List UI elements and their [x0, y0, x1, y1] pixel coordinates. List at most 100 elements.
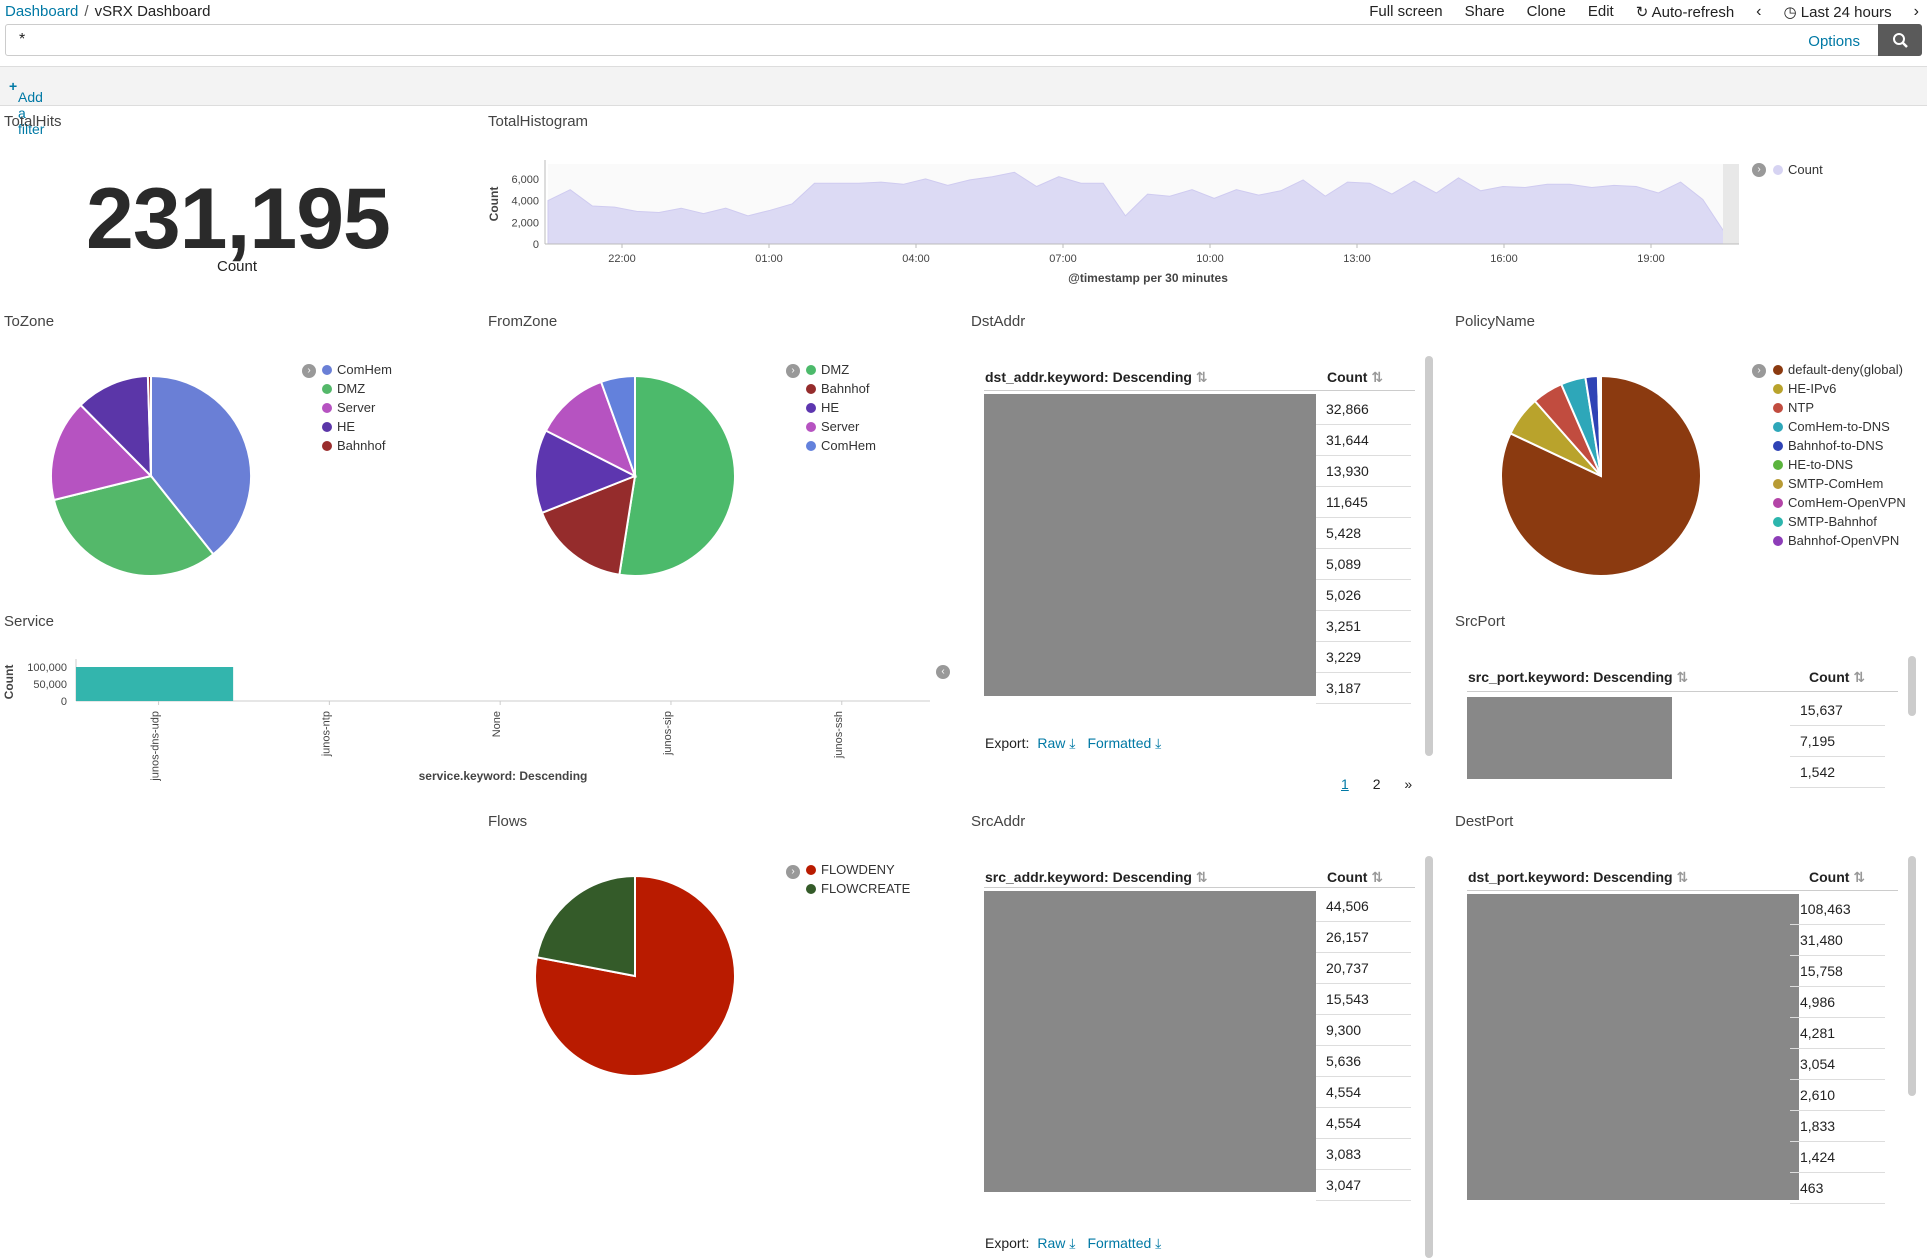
- export-formatted-link[interactable]: Formatted ⤓: [1087, 1235, 1161, 1251]
- legend-swatch: [1773, 402, 1783, 413]
- legend-label: HE: [821, 400, 840, 415]
- share-button[interactable]: Share: [1464, 3, 1505, 20]
- legend-item[interactable]: ComHem: [322, 360, 392, 379]
- raw-label: Raw: [1037, 1235, 1066, 1251]
- page-2-link[interactable]: 2: [1372, 776, 1381, 792]
- clone-button[interactable]: Clone: [1526, 3, 1566, 20]
- legend-item[interactable]: Bahnhof: [322, 436, 392, 455]
- sort-icon: ⇅: [1371, 869, 1384, 885]
- timepicker-button[interactable]: ◷ Last 24 hours: [1784, 3, 1892, 21]
- legend-swatch: [1773, 383, 1783, 394]
- legend-label: DMZ: [821, 362, 850, 377]
- scrollbar[interactable]: [1908, 856, 1916, 1096]
- table-cell-count: 3,229: [1316, 642, 1411, 673]
- autorefresh-button[interactable]: ↻ Auto-refresh: [1636, 3, 1734, 21]
- search-input[interactable]: * Options: [5, 24, 1922, 56]
- x-tick-label: 01:00: [755, 253, 783, 265]
- search-button[interactable]: [1878, 24, 1922, 56]
- legend-item[interactable]: DMZ: [806, 360, 876, 379]
- scrollbar[interactable]: [1908, 656, 1916, 716]
- count-col-header[interactable]: Count ⇅: [1327, 869, 1383, 886]
- policyname-title: PolicyName: [1455, 313, 1536, 330]
- time-prev-icon[interactable]: ‹: [1756, 3, 1762, 20]
- scrollbar[interactable]: [1425, 356, 1433, 756]
- totalhits-value: 231,195: [86, 171, 391, 267]
- srcport-col-header[interactable]: src_port.keyword: Descending ⇅: [1468, 669, 1688, 686]
- page-1-link[interactable]: 1: [1341, 776, 1349, 792]
- tozone-legend: ComHem DMZ Server HE Bahnhof: [322, 360, 392, 455]
- legend-item[interactable]: NTP: [1773, 398, 1906, 417]
- dstaddr-title: DstAddr: [971, 313, 1026, 330]
- pie-slice: [544, 380, 637, 479]
- dstport-table: dst_port.keyword: Descending ⇅ Count ⇅ 1…: [1467, 868, 1898, 1204]
- scrollbar[interactable]: [1425, 856, 1433, 1258]
- fullscreen-button[interactable]: Full screen: [1369, 3, 1443, 20]
- edit-button[interactable]: Edit: [1587, 3, 1614, 20]
- legend-toggle-icon[interactable]: ›: [786, 364, 800, 378]
- dstaddr-col-header[interactable]: dst_addr.keyword: Descending ⇅: [985, 369, 1208, 386]
- options-button[interactable]: Options: [1808, 33, 1860, 50]
- legend-item[interactable]: DMZ: [322, 379, 392, 398]
- histogram-chart: 0 2,000 4,000 6,000 22:00 01:00 04:00 07:00 10:0…: [487, 160, 1739, 285]
- legend-toggle-icon[interactable]: ›: [302, 364, 316, 378]
- legend-toggle-icon[interactable]: ›: [786, 865, 800, 879]
- legend-item[interactable]: ComHem-to-DNS: [1773, 417, 1906, 436]
- srcaddr-col-header[interactable]: src_addr.keyword: Descending ⇅: [985, 869, 1208, 886]
- legend-swatch: [322, 440, 332, 451]
- dstaddr-pagination: 1 2 »: [1341, 776, 1412, 792]
- legend-swatch: [322, 402, 332, 413]
- count-col-header[interactable]: Count ⇅: [1327, 369, 1383, 386]
- export-raw-link[interactable]: Raw ⤓: [1037, 735, 1075, 751]
- formatted-label: Formatted: [1087, 735, 1152, 751]
- legend-item[interactable]: HE: [322, 417, 392, 436]
- count-col-header[interactable]: Count ⇅: [1809, 869, 1865, 886]
- legend-item[interactable]: Bahnhof: [806, 379, 876, 398]
- legend-item[interactable]: default-deny(global): [1773, 360, 1906, 379]
- y-tick-label: 4,000: [511, 196, 539, 208]
- legend-toggle-icon[interactable]: ›: [1752, 163, 1766, 177]
- legend-toggle-icon[interactable]: ‹: [936, 665, 950, 679]
- srcaddr-table: src_addr.keyword: Descending ⇅ Count ⇅ 4…: [984, 868, 1415, 1201]
- legend-label: Count: [1788, 162, 1823, 177]
- export-raw-link[interactable]: Raw ⤓: [1037, 1235, 1075, 1251]
- breadcrumb-dashboard-link[interactable]: Dashboard: [5, 3, 79, 20]
- legend-item[interactable]: ComHem: [806, 436, 876, 455]
- table-cell-count: 13,930: [1316, 456, 1411, 487]
- legend-toggle-icon[interactable]: ›: [1752, 364, 1766, 378]
- export-formatted-link[interactable]: Formatted ⤓: [1087, 735, 1161, 751]
- plus-icon: +: [9, 78, 18, 94]
- x-tick-label: junos-ssh: [833, 711, 845, 759]
- tozone-title: ToZone: [4, 313, 55, 330]
- service-chart: 0 50,000 100,000 junos-dns-udp junos-ntp None…: [2, 659, 930, 783]
- legend-item[interactable]: Server: [806, 417, 876, 436]
- x-tick-label: None: [491, 711, 503, 737]
- next-page-link[interactable]: »: [1404, 776, 1413, 792]
- legend-label: default-deny(global): [1788, 362, 1903, 377]
- legend-item[interactable]: HE: [806, 398, 876, 417]
- legend-item[interactable]: Bahnhof-to-DNS: [1773, 436, 1906, 455]
- legend-item[interactable]: Server: [322, 398, 392, 417]
- count-col-header[interactable]: Count ⇅: [1809, 669, 1865, 686]
- legend-item[interactable]: HE-IPv6: [1773, 379, 1906, 398]
- dstport-col-header[interactable]: dst_port.keyword: Descending ⇅: [1468, 869, 1688, 886]
- legend-item[interactable]: SMTP-ComHem: [1773, 474, 1906, 493]
- totalhits-label: Count: [217, 258, 258, 275]
- add-filter-button[interactable]: Add a filter +: [9, 78, 44, 137]
- x-tick-label: 19:00: [1637, 253, 1665, 265]
- policyname-legend: default-deny(global) HE-IPv6 NTP ComHem-to-…: [1773, 360, 1906, 550]
- legend-item[interactable]: SMTP-Bahnhof: [1773, 512, 1906, 531]
- legend-swatch: [1773, 478, 1783, 489]
- legend-item[interactable]: Count: [1773, 160, 1823, 179]
- redacted-block: [1467, 894, 1799, 1200]
- breadcrumb-separator: /: [84, 3, 89, 20]
- legend-item[interactable]: Bahnhof-OpenVPN: [1773, 531, 1906, 550]
- legend-item[interactable]: HE-to-DNS: [1773, 455, 1906, 474]
- legend-item[interactable]: FLOWDENY: [806, 860, 910, 879]
- legend-label: SMTP-Bahnhof: [1788, 514, 1877, 529]
- legend-item[interactable]: FLOWCREATE: [806, 879, 910, 898]
- clock-icon: ◷: [1783, 4, 1797, 21]
- legend-label: FLOWDENY: [821, 862, 895, 877]
- sort-icon: ⇅: [1853, 869, 1866, 885]
- legend-item[interactable]: ComHem-OpenVPN: [1773, 493, 1906, 512]
- time-next-icon[interactable]: ›: [1913, 3, 1919, 20]
